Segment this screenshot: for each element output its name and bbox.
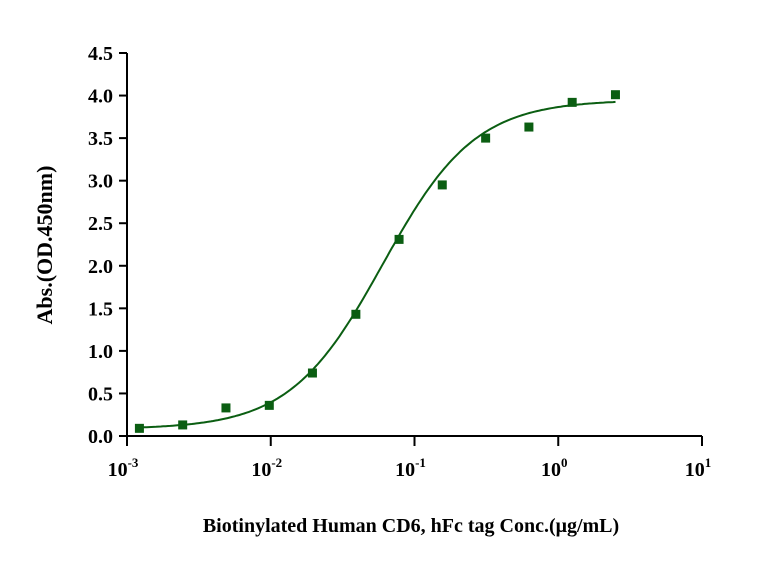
x-tick-label: 10-3	[108, 455, 139, 481]
axes: 0.0 0.5 1.0 1.5 2.0 2.5 3.0 3.5 4.0 4.5 10-3 10-2 10…	[88, 43, 711, 481]
data-point	[351, 309, 361, 319]
data-point	[481, 133, 491, 143]
x-tick-label: 10-1	[395, 455, 426, 481]
y-tick-label: 2.0	[88, 256, 113, 278]
x-axis-label: Biotinylated Human CD6, hFc tag Conc.(μg…	[203, 515, 619, 537]
data-point	[394, 234, 404, 244]
y-tick-label: 1.5	[88, 298, 113, 320]
y-tick-label: 4.0	[88, 86, 113, 108]
x-tick-label: 101	[685, 455, 712, 481]
data-points	[134, 90, 620, 433]
data-point	[567, 97, 577, 107]
x-tick-label: 100	[541, 455, 568, 481]
data-point	[134, 423, 144, 433]
y-axis-label: Abs.(OD.450nm)	[32, 166, 57, 325]
y-tick-label: 2.5	[88, 213, 113, 235]
data-point	[264, 400, 274, 410]
data-point	[307, 368, 317, 378]
y-tick-label: 3.0	[88, 171, 113, 193]
y-tick-label: 4.5	[88, 43, 113, 65]
x-tick-label: 10-2	[251, 455, 282, 481]
y-tick-label: 0.0	[88, 426, 113, 448]
data-point	[610, 90, 620, 100]
data-point	[221, 403, 231, 413]
y-tick-label: 3.5	[88, 128, 113, 150]
data-point	[437, 180, 447, 190]
y-tick-label: 0.5	[88, 383, 113, 405]
y-tick-label: 1.0	[88, 341, 113, 363]
data-point	[178, 420, 188, 430]
data-point	[524, 122, 534, 132]
fit-curve	[139, 100, 616, 429]
